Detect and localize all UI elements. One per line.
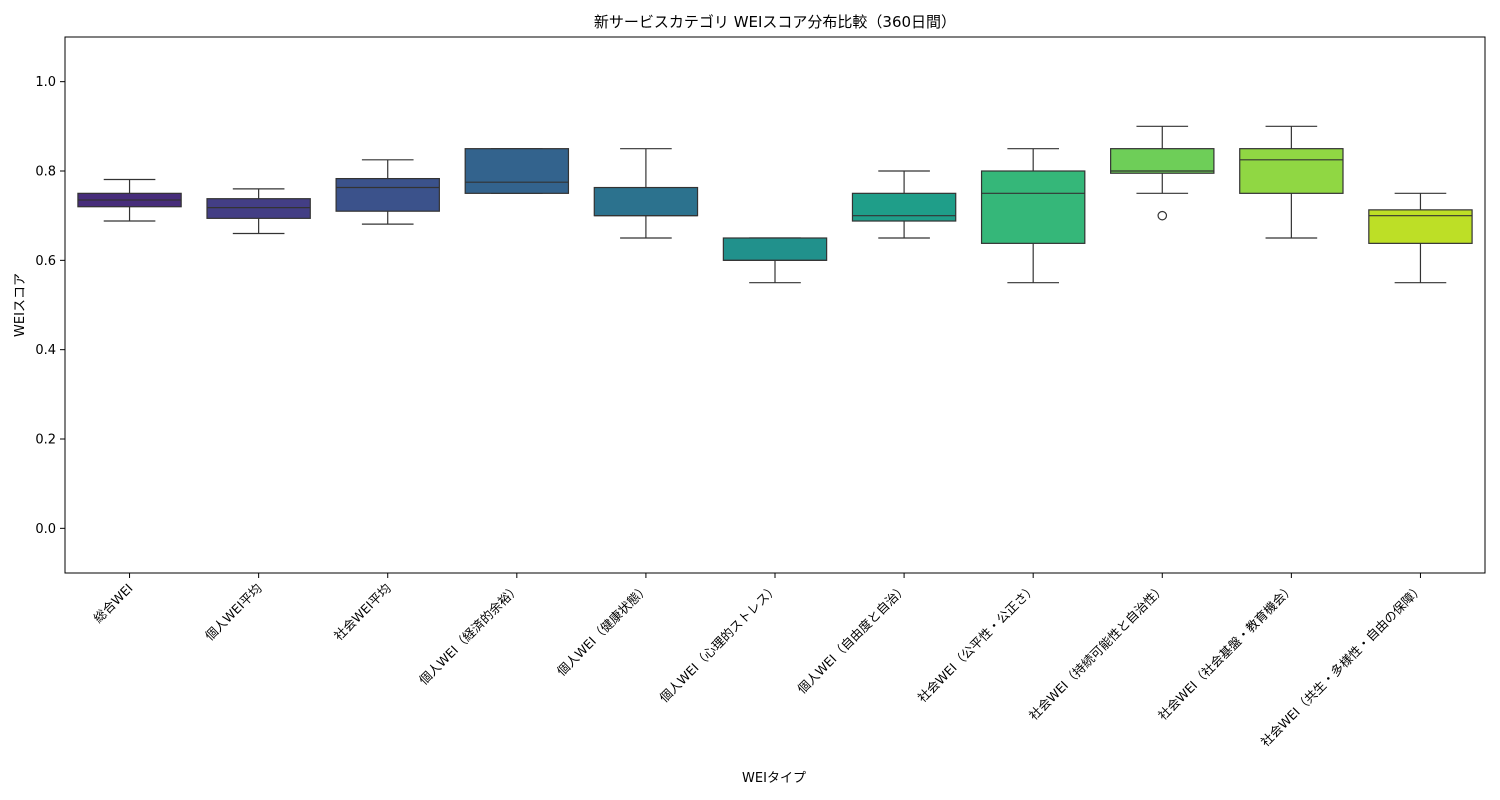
box-2 [206,188,311,235]
x-tick-label: 社会WEI（持続可能性と自治性） [1026,581,1168,723]
iqr-box [206,198,311,219]
box-7 [851,170,957,239]
box-9 [1110,125,1215,221]
box-series [77,125,1473,284]
y-tick-label: 0.4 [35,343,56,358]
box-5 [593,148,699,239]
x-axis: 総合WEI 個人WEI平均 社会WEI平均 個人WEI（経済的余裕） 個人WEI（健康状… [90,573,1427,750]
x-tick-label: 総合WEI [90,581,135,626]
y-tick-label: 0.6 [35,254,56,269]
x-tick-label: 個人WEI（経済的余裕） [416,581,523,688]
box-1 [77,178,182,222]
box-11 [1368,192,1473,284]
box-4 [464,148,570,194]
box-3 [335,159,440,225]
x-tick-label: 個人WEI平均 [202,581,265,644]
y-tick-label: 0.0 [35,522,56,537]
iqr-box [464,148,570,194]
iqr-box [335,177,440,212]
x-tick-label: 個人WEI（心理的ストレス） [656,581,781,706]
iqr-box [1368,209,1473,244]
y-tick-label: 0.2 [35,433,56,448]
iqr-box [980,170,1086,244]
chart-title: 新サービスカテゴリ WEIスコア分布比較（360日間） [594,13,956,31]
x-tick-label: 社会WEI（公平性・公正さ） [915,581,1040,706]
box-8 [980,148,1086,284]
box-6 [722,237,828,284]
x-tick-label: 個人WEI（健康状態） [554,581,652,679]
x-tick-label: 個人WEI（自由度と自治） [794,581,910,697]
x-tick-label: 社会WEI（共生・多様性・自由の保障） [1258,581,1427,750]
iqr-box [851,192,957,222]
y-axis-title: WEIスコア [13,273,28,337]
y-tick-label: 0.8 [35,165,56,180]
x-tick-label: 社会WEI（社会基盤・教育機会） [1155,581,1297,723]
x-axis-title: WEIタイプ [742,771,806,786]
plot-frame [64,36,1486,574]
outlier-point [1157,210,1168,221]
y-axis: 0.0 0.2 0.4 0.6 0.8 1.0 [35,75,65,537]
y-tick-label: 1.0 [35,75,56,90]
x-tick-label: 社会WEI平均 [331,581,394,644]
iqr-box [722,237,828,261]
box-10 [1239,125,1344,239]
iqr-box [593,186,699,217]
iqr-box [1239,148,1344,194]
iqr-box [1110,148,1215,174]
